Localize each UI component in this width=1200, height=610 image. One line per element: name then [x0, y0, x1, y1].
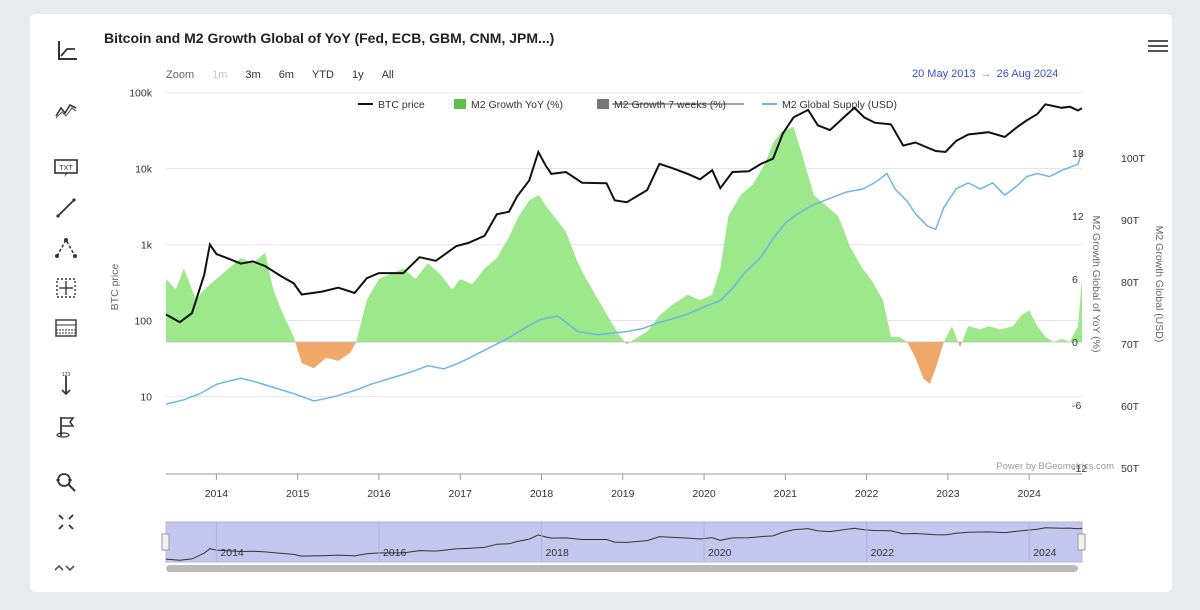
- navigator-handle-right[interactable]: [1077, 533, 1086, 551]
- legend-swatch-m2-growth: [454, 99, 466, 109]
- range-to[interactable]: 26 Aug 2024: [996, 68, 1059, 80]
- right1-tick-label: -12: [1072, 463, 1087, 475]
- legend-swatch-m2-7weeks: [597, 99, 609, 109]
- right2-tick-label: 50T: [1121, 463, 1140, 475]
- right2-tick-label: 80T: [1121, 277, 1140, 289]
- legend-label-m2-supply: M2 Global Supply (USD): [782, 99, 897, 111]
- legend-item-btc[interactable]: BTC price: [358, 99, 425, 111]
- x-tick-label: 2020: [692, 488, 716, 500]
- navigator[interactable]: 2014 2016 2018 2020 2022 2024: [161, 521, 1086, 572]
- vertical-line-icon[interactable]: 123: [50, 368, 82, 400]
- x-tick-label: 2024: [1017, 488, 1041, 500]
- svg-text:TXT: TXT: [59, 165, 73, 172]
- left-tick-label: 10k: [135, 164, 153, 176]
- x-tick-label: 2015: [286, 488, 310, 500]
- range-from[interactable]: 20 May 2013: [912, 68, 976, 80]
- fibonacci-icon[interactable]: [50, 232, 82, 264]
- measure-icon[interactable]: [50, 272, 82, 304]
- zoom-bar: Zoom 1m 3m 6m YTD 1y All: [166, 66, 400, 84]
- navigator-tick-label: 2014: [220, 547, 244, 559]
- legend-label-btc: BTC price: [378, 99, 425, 111]
- zoom-6m-button[interactable]: 6m: [278, 69, 294, 81]
- right1-tick-label: 12: [1072, 211, 1084, 223]
- legend-item-m2-supply[interactable]: M2 Global Supply (USD): [762, 99, 897, 111]
- zoom-icon[interactable]: [50, 466, 82, 498]
- x-tick-label: 2018: [530, 488, 554, 500]
- x-tick-label: 2016: [367, 488, 391, 500]
- right2-axis-ticks: 50T 60T 70T 80T 90T 100T: [1121, 153, 1146, 475]
- m2-positive-area: [166, 126, 1082, 342]
- navigator-tick-label: 2016: [383, 547, 407, 559]
- left-tick-label: 100: [134, 316, 152, 328]
- x-tick-label: 2017: [449, 488, 473, 500]
- zoom-all-button[interactable]: All: [381, 69, 394, 81]
- right1-tick-label: 6: [1072, 274, 1078, 286]
- left-axis-ticks: 10 100 1k 10k 100k: [129, 88, 153, 404]
- right2-tick-label: 100T: [1121, 153, 1146, 165]
- right1-tick-label: 18: [1072, 148, 1084, 160]
- right2-axis-title: M2 Growth Global (USD): [1153, 226, 1165, 343]
- navigator-tick-label: 2020: [708, 547, 732, 559]
- x-tick-label: 2023: [936, 488, 960, 500]
- left-tick-label: 100k: [129, 88, 153, 100]
- x-tick-label: 2019: [611, 488, 635, 500]
- navigator-series-line: [165, 527, 1083, 561]
- left-tick-label: 1k: [141, 240, 153, 252]
- left-tick-label: 10: [140, 392, 152, 404]
- zoom-3m-button[interactable]: 3m: [245, 69, 261, 81]
- navigator-tick-label: 2022: [871, 547, 895, 559]
- range-arrow: →: [980, 68, 992, 80]
- legend-item-m2-7weeks[interactable]: M2 Growth 7 weeks (%): [597, 99, 744, 111]
- indicator-icon[interactable]: [50, 94, 82, 126]
- navigator-tick-label: 2024: [1033, 547, 1057, 559]
- right1-axis-ticks: -12 -6 0 6 12 18: [1072, 148, 1087, 475]
- fullscreen-icon[interactable]: [50, 506, 82, 538]
- svg-text:123: 123: [62, 372, 71, 378]
- line-tool-icon[interactable]: [50, 192, 82, 224]
- m2-negative-area: [295, 342, 1070, 384]
- text-label-icon[interactable]: TXT: [50, 152, 82, 184]
- chart-type-icon[interactable]: [52, 34, 84, 66]
- series-m2-supply-line: [165, 151, 1083, 405]
- m2-growth-area: [166, 126, 1082, 384]
- x-axis-ticks: 2014 2015 2016 2017 2018 2019 2020 2021 2022 2023…: [205, 474, 1041, 500]
- flag-icon[interactable]: [50, 410, 82, 442]
- scrollbar[interactable]: [166, 565, 1078, 572]
- right1-tick-label: -6: [1072, 400, 1081, 412]
- date-range: 20 May 2013 → 26 Aug 2024: [912, 68, 1058, 80]
- right1-tick-label: 0: [1072, 337, 1078, 349]
- drawing-toolbar: TXT 123: [0, 0, 78, 578]
- legend: BTC price M2 Growth YoY (%) M2 Growth 7 …: [358, 99, 897, 111]
- zoom-1m-button[interactable]: 1m: [212, 69, 228, 81]
- legend-item-m2-growth[interactable]: M2 Growth YoY (%): [454, 99, 563, 111]
- legend-label-m2-7weeks: M2 Growth 7 weeks (%): [614, 99, 726, 111]
- zoom-label: Zoom: [166, 69, 195, 81]
- right2-tick-label: 90T: [1121, 215, 1140, 227]
- zoom-ytd-button[interactable]: YTD: [311, 69, 334, 81]
- x-tick-label: 2021: [774, 488, 798, 500]
- zoom-1y-button[interactable]: 1y: [351, 69, 364, 81]
- grid-icon[interactable]: [50, 312, 82, 344]
- collapse-icon[interactable]: [48, 552, 80, 584]
- navigator-tick-label: 2018: [546, 547, 570, 559]
- x-tick-label: 2014: [205, 488, 229, 500]
- credit-text[interactable]: Power by BGeometrics.com: [996, 461, 1114, 472]
- navigator-ticks: 2014 2016 2018 2020 2022 2024: [215, 522, 1057, 562]
- right2-tick-label: 60T: [1121, 401, 1140, 413]
- right2-tick-label: 70T: [1121, 339, 1140, 351]
- chart-menu-icon[interactable]: [1148, 38, 1168, 54]
- left-axis-title: BTC price: [109, 264, 121, 311]
- right1-axis-title: M2 Growth Global of YoY (%): [1090, 216, 1102, 353]
- x-tick-label: 2022: [855, 488, 879, 500]
- legend-label-m2-growth: M2 Growth YoY (%): [471, 99, 563, 111]
- navigator-handle-left[interactable]: [161, 533, 170, 551]
- chart-title: Bitcoin and M2 Growth Global of YoY (Fed…: [104, 30, 555, 46]
- series-btc-line: [165, 103, 1083, 324]
- gridlines: [166, 92, 1082, 397]
